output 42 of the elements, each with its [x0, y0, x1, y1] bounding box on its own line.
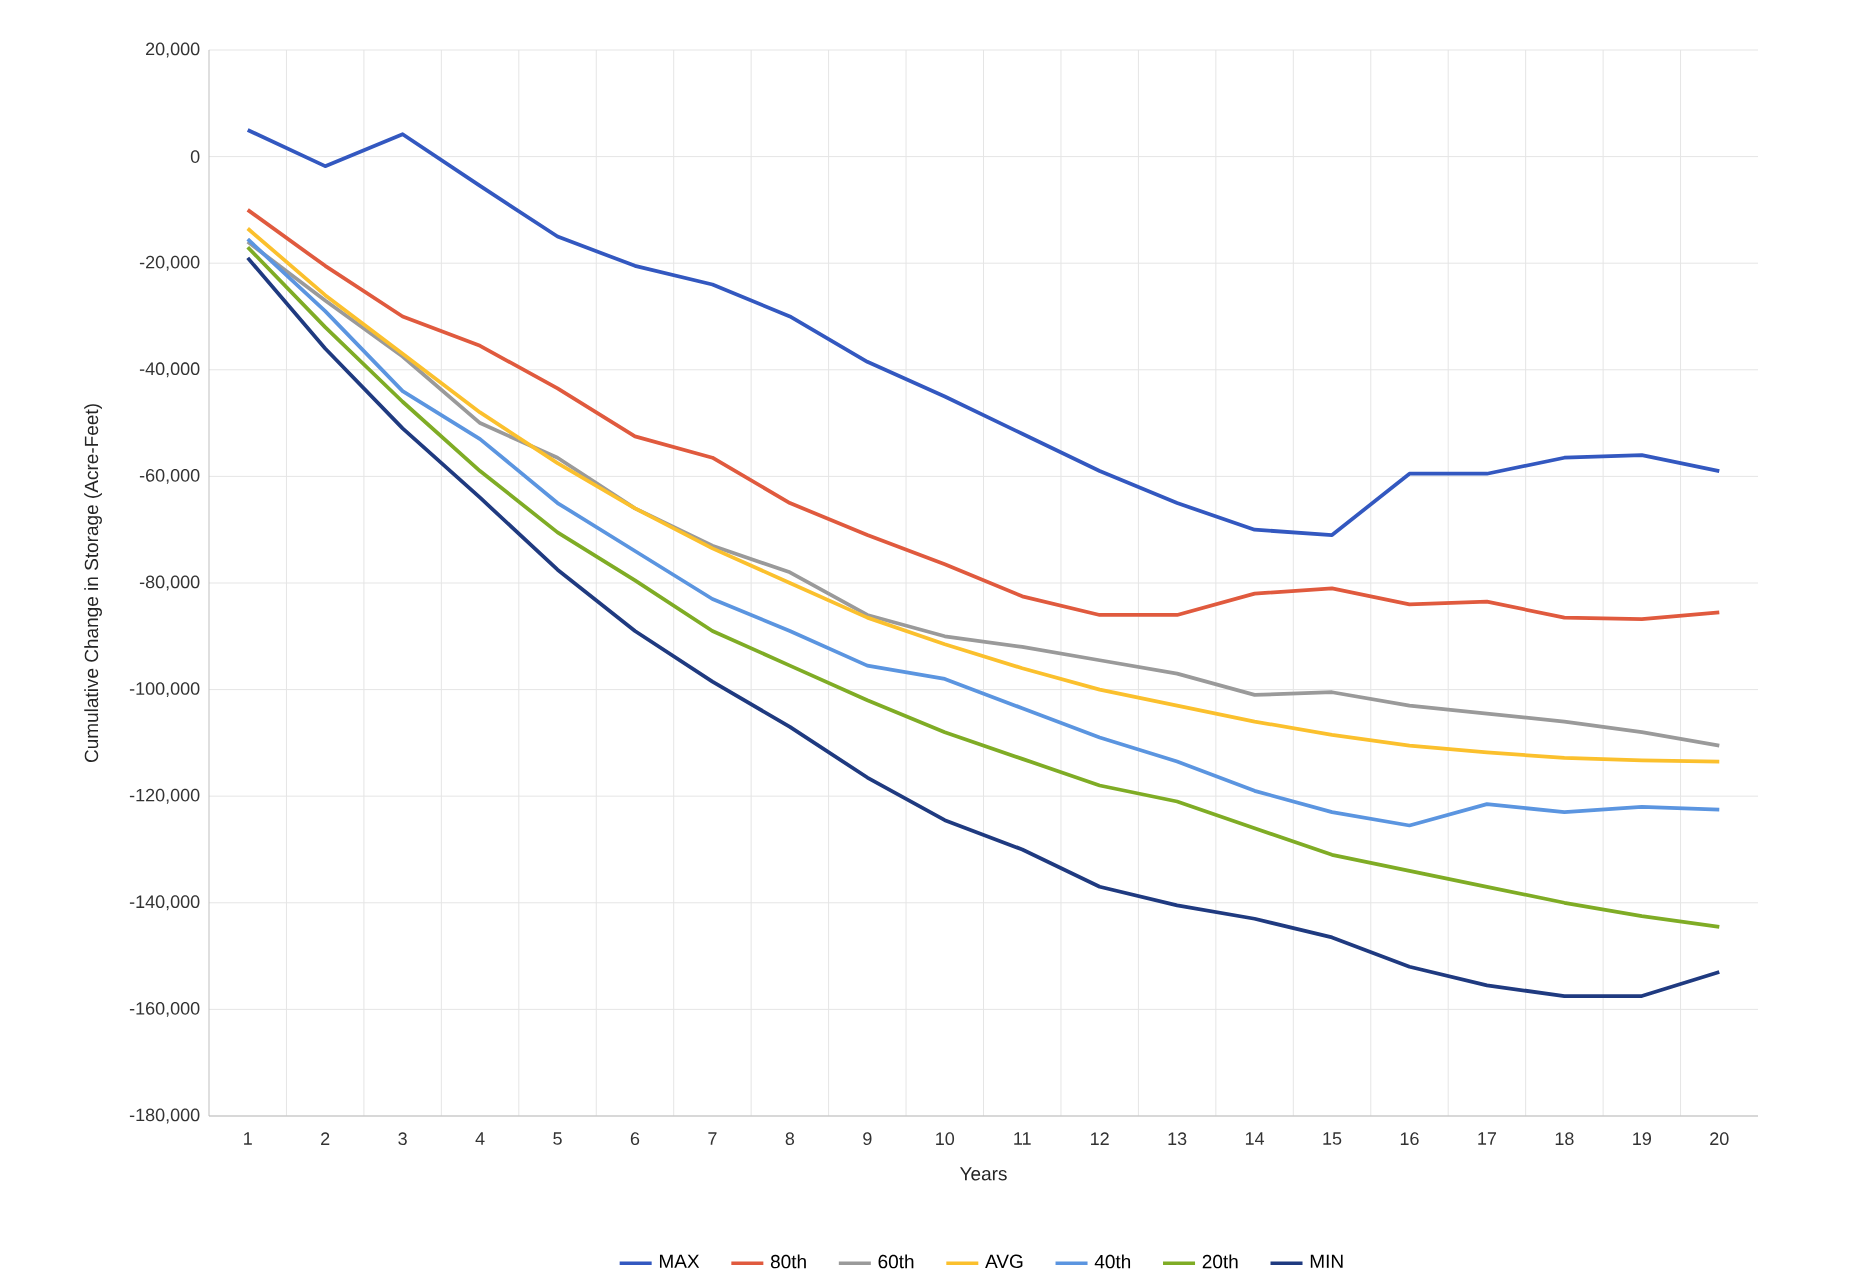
legend-label: MIN	[1310, 1254, 1343, 1268]
x-tick-label: 7	[708, 1132, 717, 1145]
x-tick-label: 14	[1245, 1132, 1265, 1145]
y-tick-label: -140,000	[129, 895, 200, 911]
x-tick-label: 12	[1091, 1132, 1109, 1145]
legend-label: 40th	[1094, 1254, 1131, 1269]
legend-label: 20th	[1202, 1254, 1238, 1269]
x-axis-title: Years	[959, 1167, 1007, 1181]
y-axis-title: Cumulative Change in Storage (Acre-Feet)	[84, 404, 102, 763]
x-tick-label: 20	[1710, 1132, 1729, 1146]
y-tick-label: -20,000	[139, 255, 200, 271]
legend-label: 80th	[770, 1254, 806, 1269]
legend-label: AVG	[985, 1254, 1023, 1269]
x-tick-label: 10	[936, 1132, 955, 1146]
x-tick-label: 3	[398, 1132, 407, 1146]
x-tick-label: 1	[244, 1132, 252, 1145]
x-tick-label: 11	[1014, 1132, 1031, 1145]
y-tick-label: -120,000	[129, 788, 200, 804]
x-tick-label: 2	[321, 1132, 330, 1145]
y-tick-label: -60,000	[139, 468, 200, 484]
y-tick-label: -160,000	[129, 1001, 200, 1017]
x-tick-label: 13	[1168, 1132, 1187, 1146]
x-tick-label: 9	[863, 1132, 872, 1146]
x-tick-label: 8	[785, 1132, 795, 1146]
x-tick-label: 15	[1323, 1132, 1342, 1145]
y-tick-label: -100,000	[129, 682, 200, 698]
legend-label: MAX	[659, 1254, 700, 1268]
y-tick-label: 0	[190, 150, 200, 163]
x-tick-label: 4	[475, 1132, 485, 1145]
x-tick-label: 16	[1400, 1132, 1419, 1146]
line-series	[245, 128, 1722, 537]
x-tick-label: 5	[553, 1132, 562, 1145]
line-series	[245, 208, 1722, 622]
y-tick-label: 20,000	[146, 42, 200, 58]
x-tick-label: 17	[1478, 1132, 1497, 1145]
x-tick-label: 6	[630, 1132, 640, 1146]
legend-label: 60th	[878, 1254, 914, 1269]
y-tick-label: -180,000	[129, 1108, 200, 1124]
x-tick-label: 18	[1555, 1132, 1574, 1146]
x-tick-label: 19	[1633, 1132, 1651, 1146]
y-tick-label: -80,000	[139, 575, 200, 591]
y-tick-label: -40,000	[139, 362, 200, 378]
